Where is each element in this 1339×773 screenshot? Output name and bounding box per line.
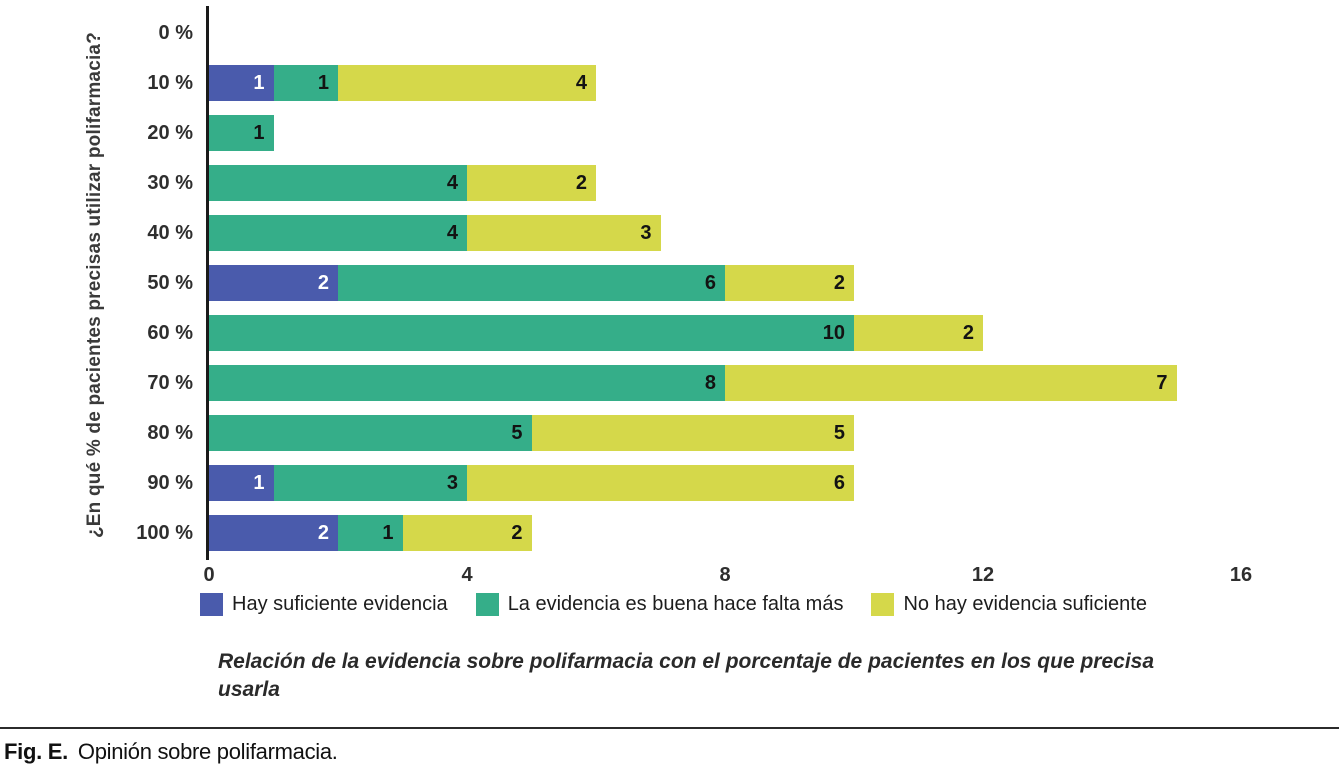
- category-label: 0 %: [158, 21, 193, 44]
- stacked-bar-plot-area: 1 1 4 1 4 2 4 3 2 6 2 10 2 8 7 5 5 1 3 6 2 1 2: [209, 8, 1241, 558]
- category-label: 30 %: [147, 171, 193, 194]
- x-tick-label: 12: [971, 564, 995, 586]
- bar-segment: 1: [338, 515, 403, 551]
- legend-label: Hay suficiente evidencia: [232, 593, 448, 615]
- bar-segment: 1: [273, 65, 338, 101]
- legend-swatch-teal: [475, 593, 499, 616]
- legend-label: La evidencia es buena hace falta más: [507, 593, 844, 615]
- bar-segment: 2: [854, 315, 983, 351]
- category-label: 10 %: [147, 71, 193, 94]
- bar-segment: 3: [467, 215, 661, 251]
- bar-segment: 3: [273, 465, 467, 501]
- bar-segment: 6: [467, 465, 854, 501]
- x-tick-label: 0: [203, 564, 215, 586]
- bar-segment: 5: [209, 415, 532, 451]
- y-axis-line: [206, 6, 209, 560]
- figure-caption-text: Opinión sobre polifarmacia.: [77, 739, 338, 764]
- chart-subtitle: Relación de la evidencia sobre polifarma…: [218, 650, 1155, 701]
- bar-row: 10 2: [209, 308, 1241, 358]
- chart-legend: Hay suficiente evidencia La evidencia es…: [200, 593, 1147, 616]
- x-tick-label: 16: [1229, 564, 1253, 586]
- category-label: 80 %: [147, 421, 193, 444]
- bar-segment: 2: [402, 515, 532, 551]
- x-tick-label: 4: [461, 564, 473, 586]
- divider-line: [0, 727, 1339, 729]
- y-axis-category-labels: 0 % 10 % 20 % 30 % 40 % 50 % 60 % 70 % 80 % 90 % 1…: [0, 8, 193, 558]
- bar-segment: 10: [209, 315, 854, 351]
- category-label: 60 %: [147, 321, 193, 344]
- bar-segment: 1: [209, 465, 274, 501]
- figure-caption: Fig. E. Opinión sobre polifarmacia.: [4, 739, 338, 765]
- bar-row: 1: [209, 108, 1241, 158]
- category-label: 50 %: [147, 271, 193, 294]
- category-label: 20 %: [147, 121, 193, 144]
- bar-segment: 2: [467, 165, 596, 201]
- legend-swatch-yellow: [871, 593, 895, 616]
- category-label: 100 %: [136, 521, 193, 544]
- bar-segment: 4: [209, 215, 467, 251]
- bar-segment: 4: [338, 65, 596, 101]
- bar-segment: 7: [725, 365, 1177, 401]
- bar-track: 10 2: [209, 315, 983, 351]
- x-axis-tick-labels: 0 4 8 12 16: [0, 564, 1339, 590]
- legend-label: No hay evidencia suficiente: [903, 593, 1147, 615]
- figure-caption-prefix: Fig. E.: [4, 739, 68, 764]
- legend-item-no-evidencia: No hay evidencia suficiente: [871, 593, 1147, 616]
- bar-segment: 2: [209, 265, 338, 301]
- x-tick-label: 8: [719, 564, 731, 586]
- bar-row: [209, 8, 1241, 58]
- bar-segment: 1: [209, 115, 274, 151]
- bar-segment: 4: [209, 165, 467, 201]
- legend-item-suficiente-evidencia: Hay suficiente evidencia: [200, 593, 448, 616]
- bar-segment: 1: [209, 65, 274, 101]
- bar-segment: 6: [338, 265, 725, 301]
- bar-segment: 2: [725, 265, 854, 301]
- category-label: 40 %: [147, 221, 193, 244]
- legend-swatch-blue: [200, 593, 223, 616]
- category-label: 70 %: [147, 371, 193, 394]
- bar-segment: 5: [531, 415, 854, 451]
- bar-track: 1: [209, 115, 274, 151]
- bar-segment: 8: [209, 365, 725, 401]
- category-label: 90 %: [147, 471, 193, 494]
- bar-segment: 2: [209, 515, 338, 551]
- legend-item-evidencia-buena: La evidencia es buena hace falta más: [475, 593, 844, 616]
